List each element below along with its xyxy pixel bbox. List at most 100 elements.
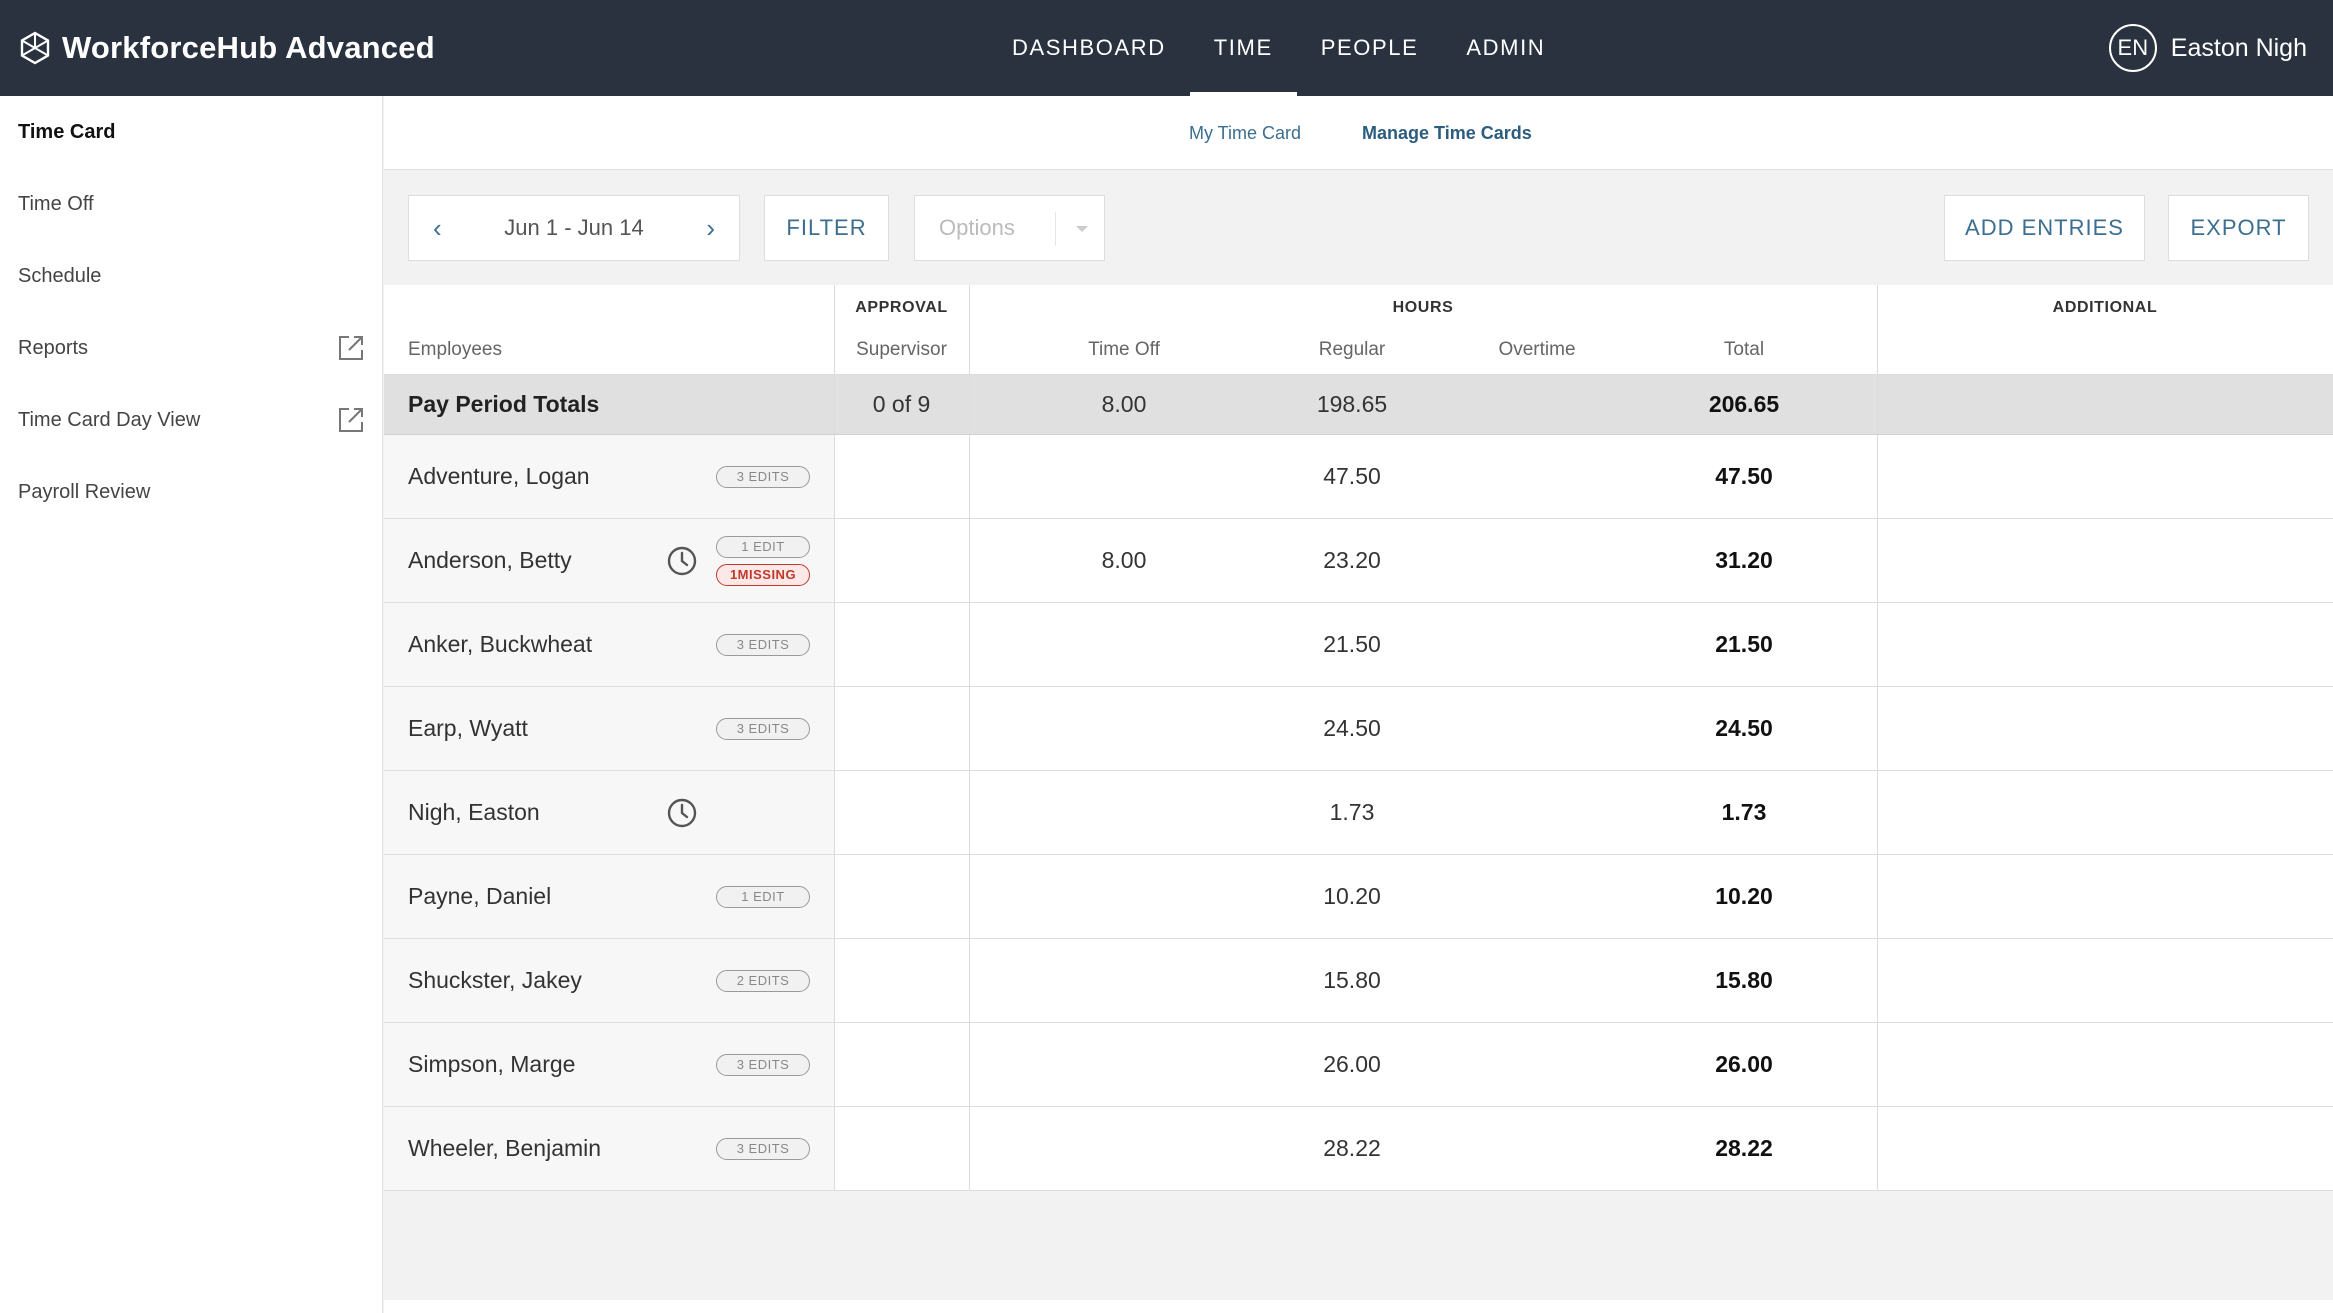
date-range-label[interactable]: Jun 1 - Jun 14: [504, 215, 644, 240]
edits-badge[interactable]: 3 EDITS: [716, 717, 810, 740]
sidebar-item-time-card[interactable]: Time Card: [0, 96, 382, 168]
employee-cell[interactable]: Wheeler, Benjamin 3 EDITS: [384, 1107, 834, 1190]
table-row[interactable]: Nigh, Easton 1.73 1.73: [384, 771, 2333, 855]
total-value: 1.73: [1721, 799, 1767, 825]
edits-badge[interactable]: 3 EDITS: [716, 465, 810, 488]
table-row[interactable]: Anderson, Betty 1 EDIT 1MISSING 8.00 23.20 31…: [384, 519, 2333, 603]
nav-dashboard[interactable]: DASHBOARD: [1012, 35, 1166, 60]
col-regular[interactable]: Regular: [1318, 339, 1386, 360]
divider: [834, 771, 835, 854]
divider: [1877, 519, 1878, 602]
top-bar: WorkforceHub Advanced DASHBOARD TIME PEO…: [0, 0, 2333, 96]
chevron-right-icon[interactable]: ›: [706, 213, 715, 243]
add-entries-button[interactable]: ADD ENTRIES: [1944, 195, 2145, 261]
divider: [1877, 939, 1878, 1022]
clock-icon[interactable]: [666, 545, 698, 577]
brand[interactable]: WorkforceHub Advanced: [18, 0, 435, 96]
divider: [834, 855, 835, 938]
totals-total: 206.65: [1708, 391, 1780, 417]
tab-manage-time-cards[interactable]: Manage Time Cards: [1362, 122, 1532, 143]
table-row[interactable]: Shuckster, Jakey 2 EDITS 15.80 15.80: [384, 939, 2333, 1023]
employee-name[interactable]: Wheeler, Benjamin: [408, 1135, 602, 1161]
edits-badge[interactable]: 1 EDIT: [716, 535, 810, 558]
main-nav: DASHBOARD TIME PEOPLE ADMIN: [988, 0, 1569, 96]
sidebar-item-schedule[interactable]: Schedule: [0, 240, 382, 312]
nav-admin[interactable]: ADMIN: [1466, 35, 1546, 60]
employee-cell[interactable]: Earp, Wyatt 3 EDITS: [384, 687, 834, 770]
time-off-value: [1024, 435, 1224, 518]
divider: [969, 375, 970, 434]
logo-icon: [20, 31, 50, 65]
badge-group: 3 EDITS: [716, 687, 810, 770]
divider: [1877, 1107, 1878, 1190]
total-value: 21.50: [1715, 631, 1773, 657]
group-hours: HOURS: [1392, 299, 1454, 316]
divider: [969, 285, 970, 374]
employee-cell[interactable]: Shuckster, Jakey 2 EDITS: [384, 939, 834, 1022]
employee-cell[interactable]: Anker, Buckwheat 3 EDITS: [384, 603, 834, 686]
chevron-left-icon[interactable]: ‹: [433, 213, 442, 243]
sidebar-item-label: Reports: [18, 336, 89, 359]
employee-name[interactable]: Anker, Buckwheat: [408, 631, 593, 657]
avatar: EN: [2108, 24, 2157, 72]
employee-cell[interactable]: Simpson, Marge 3 EDITS: [384, 1023, 834, 1106]
employee-name[interactable]: Nigh, Easton: [408, 799, 540, 825]
nav-people[interactable]: PEOPLE: [1320, 35, 1419, 60]
total-value: 10.20: [1715, 883, 1773, 909]
regular-value: 15.80: [1323, 967, 1381, 993]
divider: [834, 1107, 835, 1190]
table-row[interactable]: Earp, Wyatt 3 EDITS 24.50 24.50: [384, 687, 2333, 771]
table-row[interactable]: Anker, Buckwheat 3 EDITS 21.50 21.50: [384, 603, 2333, 687]
table-row[interactable]: Payne, Daniel 1 EDIT 10.20 10.20: [384, 855, 2333, 939]
nav-time[interactable]: TIME: [1189, 0, 1297, 96]
employee-name[interactable]: Earp, Wyatt: [408, 715, 528, 741]
edits-badge[interactable]: 1 EDIT: [716, 885, 810, 908]
employee-cell[interactable]: Adventure, Logan 3 EDITS: [384, 435, 834, 518]
sidebar-item-reports[interactable]: Reports: [0, 312, 382, 384]
table-row[interactable]: Simpson, Marge 3 EDITS 26.00 26.00: [384, 1023, 2333, 1107]
regular-value: 1.73: [1329, 799, 1375, 825]
divider: [969, 603, 970, 686]
filter-button[interactable]: FILTER: [764, 195, 889, 261]
badge-group: 3 EDITS: [716, 1023, 810, 1106]
col-employees[interactable]: Employees: [408, 339, 502, 360]
employee-cell[interactable]: Anderson, Betty 1 EDIT 1MISSING: [384, 519, 834, 602]
col-overtime[interactable]: Overtime: [1498, 339, 1576, 360]
tab-my-time-card[interactable]: My Time Card: [1189, 122, 1302, 143]
col-total[interactable]: Total: [1723, 339, 1765, 360]
edits-badge[interactable]: 3 EDITS: [716, 1137, 810, 1160]
edits-badge[interactable]: 3 EDITS: [716, 633, 810, 656]
employee-name[interactable]: Anderson, Betty: [408, 547, 572, 573]
table-row[interactable]: Wheeler, Benjamin 3 EDITS 28.22 28.22: [384, 1107, 2333, 1191]
table-row[interactable]: Adventure, Logan 3 EDITS 47.50 47.50: [384, 435, 2333, 519]
divider: [969, 519, 970, 602]
col-time-off[interactable]: Time Off: [1088, 339, 1160, 360]
group-additional: ADDITIONAL: [2052, 299, 2158, 316]
employee-name[interactable]: Simpson, Marge: [408, 1051, 576, 1077]
options-dropdown[interactable]: Options: [914, 195, 1105, 261]
export-button[interactable]: EXPORT: [2168, 195, 2309, 261]
sidebar-item-time-off[interactable]: Time Off: [0, 168, 382, 240]
time-card-table: APPROVAL HOURS ADDITIONAL Employees Supe…: [384, 285, 2333, 1191]
badge-group: 1 EDIT: [716, 855, 810, 938]
employee-name[interactable]: Shuckster, Jakey: [408, 967, 582, 993]
table-header: APPROVAL HOURS ADDITIONAL Employees Supe…: [384, 285, 2333, 375]
sidebar-item-payroll-review[interactable]: Payroll Review: [0, 456, 382, 528]
edits-badge[interactable]: 2 EDITS: [716, 969, 810, 992]
user-menu[interactable]: EN Easton Nigh: [2108, 0, 2307, 96]
time-off-value: [1024, 603, 1224, 686]
employee-cell[interactable]: Nigh, Easton: [384, 771, 834, 854]
employee-name[interactable]: Adventure, Logan: [408, 463, 590, 489]
employee-cell[interactable]: Payne, Daniel 1 EDIT: [384, 855, 834, 938]
sidebar-item-time-card-day-view[interactable]: Time Card Day View: [0, 384, 382, 456]
employee-name[interactable]: Payne, Daniel: [408, 883, 552, 909]
divider: [969, 855, 970, 938]
edits-badge[interactable]: 3 EDITS: [716, 1053, 810, 1076]
divider: [834, 375, 835, 434]
col-supervisor[interactable]: Supervisor: [856, 339, 947, 360]
missing-badge[interactable]: 1MISSING: [716, 563, 810, 586]
total-value: 24.50: [1715, 715, 1773, 741]
sidebar-item-label: Time Card Day View: [18, 408, 201, 431]
total-value: 47.50: [1715, 463, 1773, 489]
clock-icon[interactable]: [666, 797, 698, 829]
